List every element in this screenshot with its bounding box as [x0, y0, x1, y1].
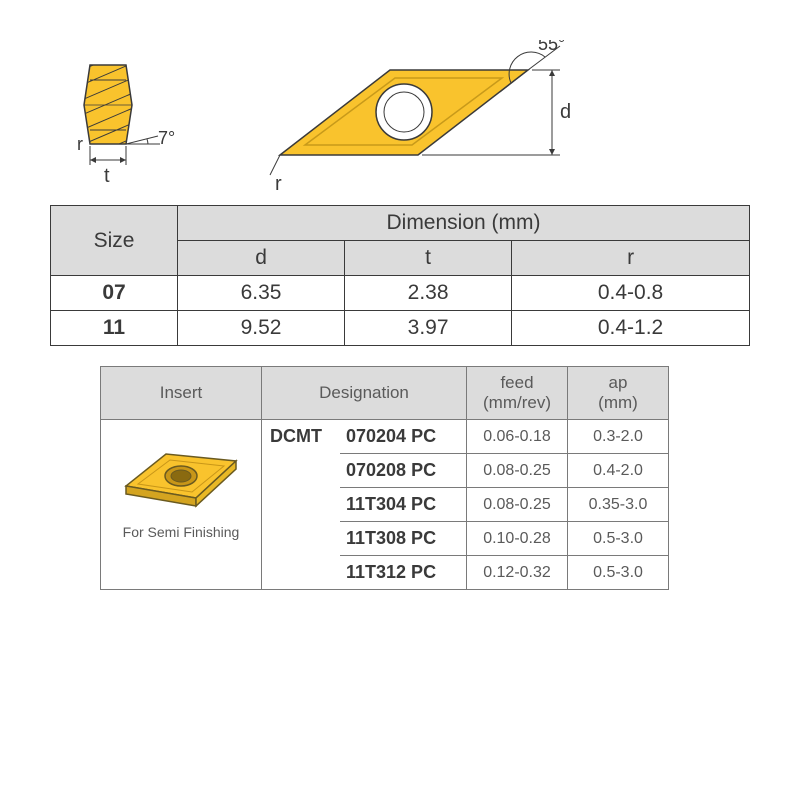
size-cell: 11: [51, 311, 178, 346]
side-t-label: t: [104, 165, 110, 187]
d-cell: 6.35: [178, 276, 345, 311]
table-row: 11 9.52 3.97 0.4-1.2: [51, 311, 750, 346]
family-cell: DCMT: [262, 420, 341, 590]
top-r-label: r: [275, 173, 282, 195]
col-r: r: [512, 241, 750, 276]
ap-cell: 0.4-2.0: [568, 454, 669, 488]
technical-drawings: 7° r t: [70, 40, 750, 190]
code-cell: 070204 PC: [340, 420, 467, 454]
dimension-table: Size Dimension (mm) d t r 07 6.35 2.38 0…: [50, 205, 750, 346]
insert-table: Insert Designation feed (mm/rev) ap (mm): [100, 366, 669, 590]
t-cell: 3.97: [345, 311, 512, 346]
ap-cell: 0.5-3.0: [568, 522, 669, 556]
side-angle-label: 7°: [158, 128, 175, 148]
top-d-label: d: [560, 101, 571, 123]
ap-cell: 0.35-3.0: [568, 488, 669, 522]
feed-cell: 0.08-0.25: [467, 488, 568, 522]
insert-image-cell: For Semi Finishing: [101, 420, 262, 590]
feed-cell: 0.10-0.28: [467, 522, 568, 556]
size-cell: 07: [51, 276, 178, 311]
code-cell: 11T304 PC: [340, 488, 467, 522]
top-angle-label: 55°: [538, 40, 565, 54]
dimension-header: Dimension (mm): [178, 206, 750, 241]
code-cell: 11T308 PC: [340, 522, 467, 556]
ap-header: ap (mm): [568, 367, 669, 420]
r-cell: 0.4-1.2: [512, 311, 750, 346]
designation-header: Designation: [262, 367, 467, 420]
col-t: t: [345, 241, 512, 276]
table-row: For Semi Finishing DCMT 070204 PC 0.06-0…: [101, 420, 669, 454]
side-view-diagram: 7° r t: [70, 50, 190, 190]
code-cell: 11T312 PC: [340, 556, 467, 590]
insert-header: Insert: [101, 367, 262, 420]
insert-caption: For Semi Finishing: [111, 524, 251, 540]
table-row: 07 6.35 2.38 0.4-0.8: [51, 276, 750, 311]
ap-cell: 0.5-3.0: [568, 556, 669, 590]
t-cell: 2.38: [345, 276, 512, 311]
feed-cell: 0.08-0.25: [467, 454, 568, 488]
d-cell: 9.52: [178, 311, 345, 346]
insert-3d-icon: [116, 436, 246, 516]
r-cell: 0.4-0.8: [512, 276, 750, 311]
col-d: d: [178, 241, 345, 276]
feed-cell: 0.12-0.32: [467, 556, 568, 590]
feed-header: feed (mm/rev): [467, 367, 568, 420]
top-view-diagram: 55° d r: [250, 40, 570, 190]
side-r-label: r: [77, 134, 83, 154]
ap-cell: 0.3-2.0: [568, 420, 669, 454]
feed-cell: 0.06-0.18: [467, 420, 568, 454]
size-header: Size: [51, 206, 178, 276]
code-cell: 070208 PC: [340, 454, 467, 488]
